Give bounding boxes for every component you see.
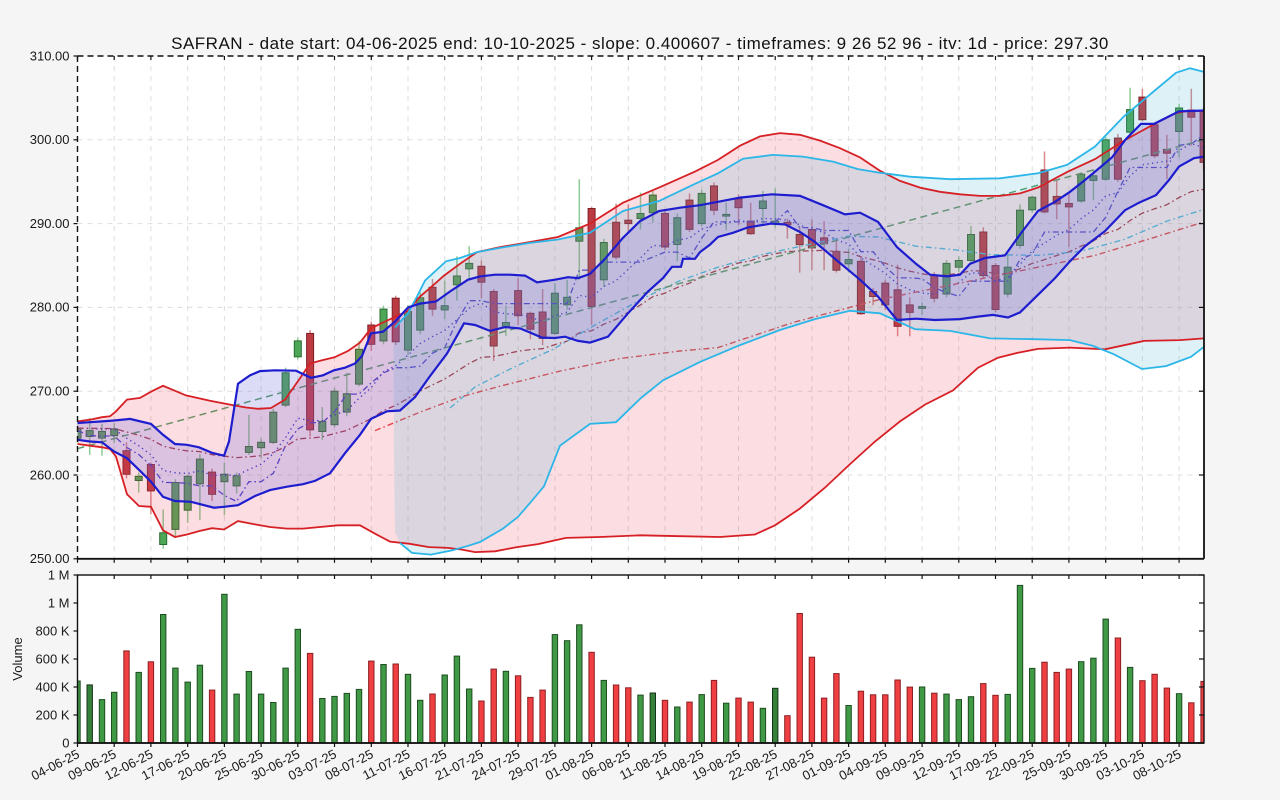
svg-text:0: 0 xyxy=(62,735,69,750)
svg-text:600 K: 600 K xyxy=(36,651,70,666)
svg-text:310.00: 310.00 xyxy=(30,48,70,63)
svg-text:800 K: 800 K xyxy=(36,623,70,638)
svg-text:300.00: 300.00 xyxy=(30,132,70,147)
svg-text:280.00: 280.00 xyxy=(30,300,70,315)
svg-text:270.00: 270.00 xyxy=(30,384,70,399)
svg-text:SAFRAN - date start: 04-06-202: SAFRAN - date start: 04-06-2025 end: 10-… xyxy=(171,34,1109,53)
svg-text:1 M: 1 M xyxy=(48,595,70,610)
svg-text:260.00: 260.00 xyxy=(30,467,70,482)
svg-text:Volume: Volume xyxy=(10,637,25,680)
svg-text:250.00: 250.00 xyxy=(30,551,70,566)
svg-text:200 K: 200 K xyxy=(36,707,70,722)
svg-text:400 K: 400 K xyxy=(36,679,70,694)
svg-text:1 M: 1 M xyxy=(48,567,70,582)
svg-text:290.00: 290.00 xyxy=(30,216,70,231)
